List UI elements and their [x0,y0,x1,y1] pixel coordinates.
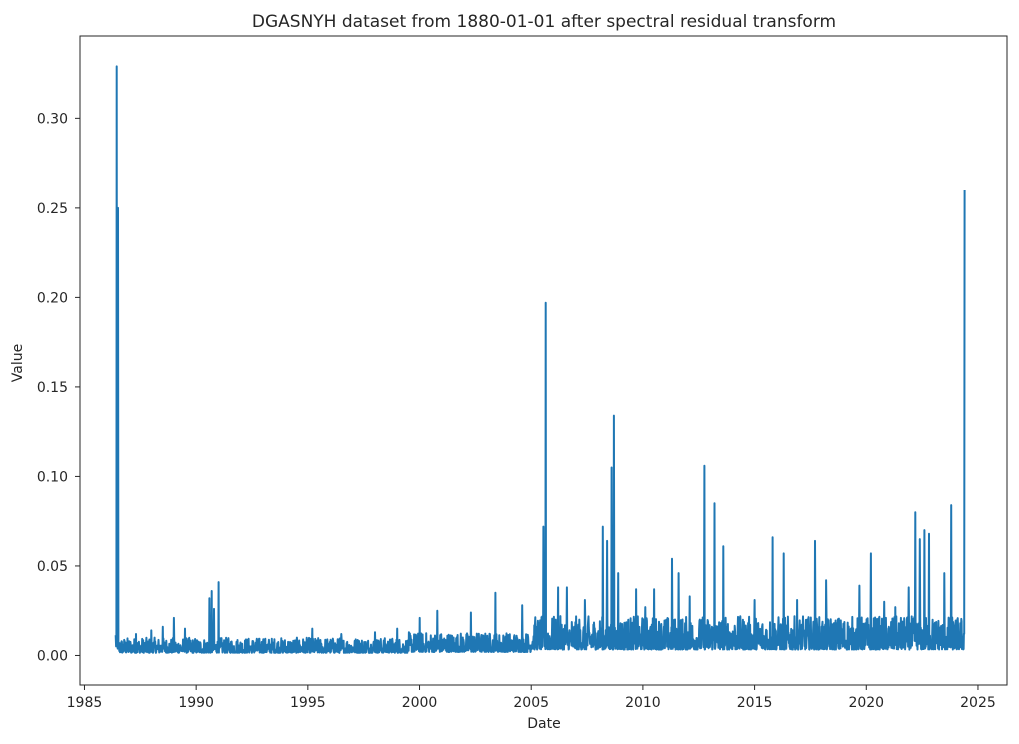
y-tick-label: 0.20 [37,290,68,306]
chart-title: DGASNYH dataset from 1880-01-01 after sp… [252,12,836,32]
series-line [114,65,966,654]
series-layer [114,65,966,654]
y-tick-label: 0.05 [37,559,68,575]
x-tick-label: 2025 [960,695,996,711]
y-tick-label: 0.15 [37,380,68,396]
y-axis-label: Value [10,344,26,382]
x-axis: 1985 1990 1995 2000 2005 2010 2015 2020 2025 [67,685,996,711]
x-tick-label: 2015 [737,695,773,711]
x-tick-label: 2020 [848,695,884,711]
y-tick-label: 0.10 [37,469,68,485]
x-tick-label: 2005 [513,695,549,711]
x-tick-label: 2010 [625,695,661,711]
x-tick-label: 1990 [178,695,214,711]
y-axis: 0.00 0.05 0.10 0.15 0.20 0.25 0.30 [37,111,80,664]
x-tick-label: 1985 [67,695,103,711]
y-tick-label: 0.25 [37,201,68,217]
y-tick-label: 0.00 [37,648,68,664]
x-tick-label: 2000 [402,695,438,711]
y-tick-label: 0.30 [37,111,68,127]
plot-frame [79,35,1008,686]
x-tick-label: 1995 [290,695,326,711]
x-axis-label: Date [527,716,560,732]
